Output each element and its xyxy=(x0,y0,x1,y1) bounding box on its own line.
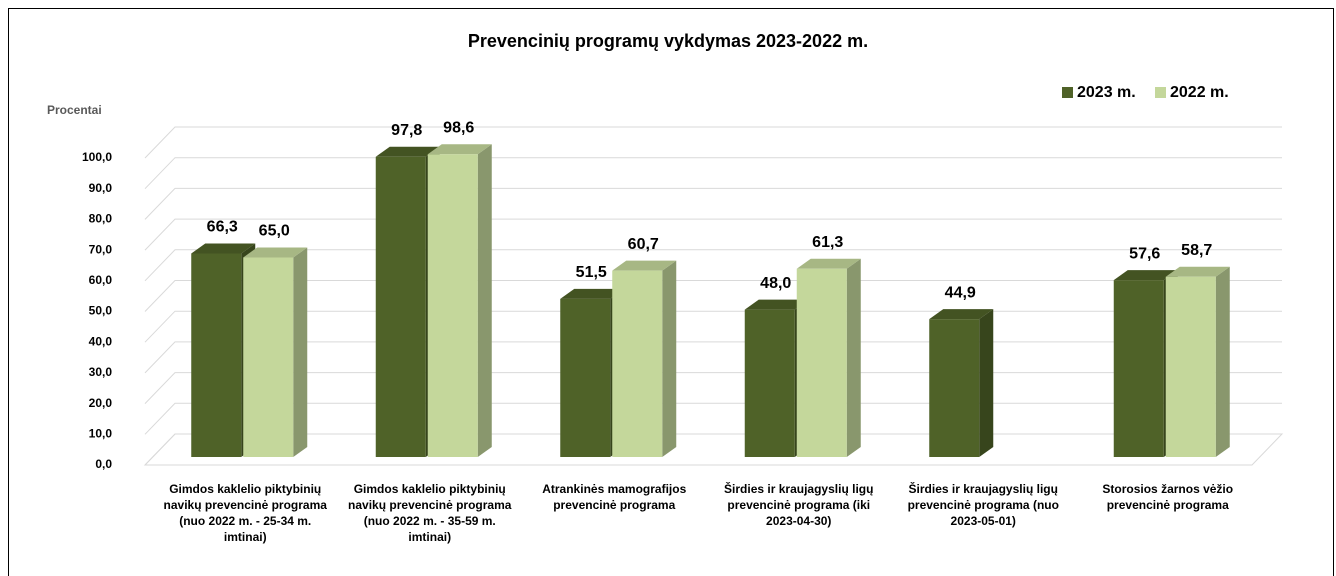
bar-top xyxy=(929,309,994,320)
bar-side xyxy=(979,309,994,457)
bar-top xyxy=(1113,270,1178,281)
bar xyxy=(243,247,308,457)
bar-front xyxy=(1113,280,1164,457)
x-tick-label: Gimdos kaklelio piktybinių navikų preven… xyxy=(348,482,512,544)
bar-front xyxy=(612,270,663,457)
y-tick-label: 40,0 xyxy=(89,334,113,348)
y-tick-label: 10,0 xyxy=(89,426,113,440)
bar-front xyxy=(375,156,426,457)
y-tick-label: 100,0 xyxy=(82,150,112,164)
data-label: 66,3 xyxy=(207,219,238,236)
bar-front xyxy=(191,253,242,457)
x-tick-label: Širdies ir kraujagyslių ligų prevencinė … xyxy=(907,482,1059,528)
bar-top xyxy=(796,258,861,269)
bar xyxy=(929,309,994,457)
grid-line xyxy=(144,402,1282,435)
data-label: 65,0 xyxy=(259,223,290,240)
data-label: 61,3 xyxy=(812,234,843,251)
bar xyxy=(612,260,677,457)
grid-line xyxy=(144,280,1282,312)
bar-front xyxy=(560,298,611,457)
data-label: 51,5 xyxy=(576,264,607,281)
y-tick-label: 70,0 xyxy=(89,242,113,256)
bar-top xyxy=(1165,266,1230,277)
x-tick-label: Atrankinės mamografijos prevencinė progr… xyxy=(542,482,687,512)
grid-line xyxy=(144,157,1282,190)
y-tick-label: 90,0 xyxy=(89,181,113,195)
bar-front xyxy=(1165,276,1216,457)
grid-line xyxy=(144,310,1282,343)
bar-side xyxy=(662,260,677,457)
grid-line xyxy=(144,187,1282,220)
bar xyxy=(796,258,861,457)
legend-swatch xyxy=(1155,87,1166,98)
bar-front xyxy=(796,268,847,457)
x-tick-label: Širdies ir kraujagyslių ligų prevencinė … xyxy=(724,482,874,528)
bar-side xyxy=(477,144,492,457)
data-label: 48,0 xyxy=(760,275,791,292)
legend-label: 2023 m. xyxy=(1077,84,1136,101)
legend-label: 2022 m. xyxy=(1170,84,1229,101)
bar-top xyxy=(243,247,308,258)
grid-line xyxy=(144,126,1282,159)
bar-top xyxy=(612,260,677,271)
x-tick-label: Storosios žarnos vėžio prevencinė progra… xyxy=(1102,482,1234,512)
grid-line xyxy=(144,249,1282,282)
bar xyxy=(1165,266,1230,457)
bar-top xyxy=(375,146,440,157)
y-tick-label: 60,0 xyxy=(89,273,113,287)
bar-top xyxy=(560,288,625,299)
bar-front xyxy=(744,309,795,457)
bar-front xyxy=(929,319,980,457)
y-tick-label: 20,0 xyxy=(89,396,113,410)
grid-line xyxy=(144,372,1282,404)
data-label: 60,7 xyxy=(628,236,659,253)
grid-line xyxy=(144,218,1282,251)
bar-front xyxy=(243,257,294,457)
y-axis-label: Procentai xyxy=(47,103,102,117)
data-label: 98,6 xyxy=(443,120,474,137)
x-tick-label: Gimdos kaklelio piktybinių navikų preven… xyxy=(163,482,327,544)
bar-side xyxy=(293,247,308,457)
bar-side xyxy=(846,258,861,457)
y-tick-label: 80,0 xyxy=(89,212,113,226)
y-tick-label: 0,0 xyxy=(95,457,112,471)
grid-line xyxy=(144,341,1282,374)
y-tick-label: 50,0 xyxy=(89,304,113,318)
bar-top xyxy=(191,243,256,254)
legend-swatch xyxy=(1062,87,1073,98)
bar-front xyxy=(427,154,478,457)
bar xyxy=(427,144,492,457)
data-label: 58,7 xyxy=(1181,242,1212,259)
y-tick-label: 30,0 xyxy=(89,365,113,379)
bar-side xyxy=(1215,266,1230,457)
data-label: 44,9 xyxy=(945,284,976,301)
data-label: 97,8 xyxy=(391,122,422,139)
data-label: 57,6 xyxy=(1129,245,1160,262)
chart-title: Prevencinių programų vykdymas 2023-2022 … xyxy=(468,31,868,51)
bar-top xyxy=(427,144,492,155)
bar-top xyxy=(744,299,809,310)
grid-line xyxy=(144,433,1282,466)
